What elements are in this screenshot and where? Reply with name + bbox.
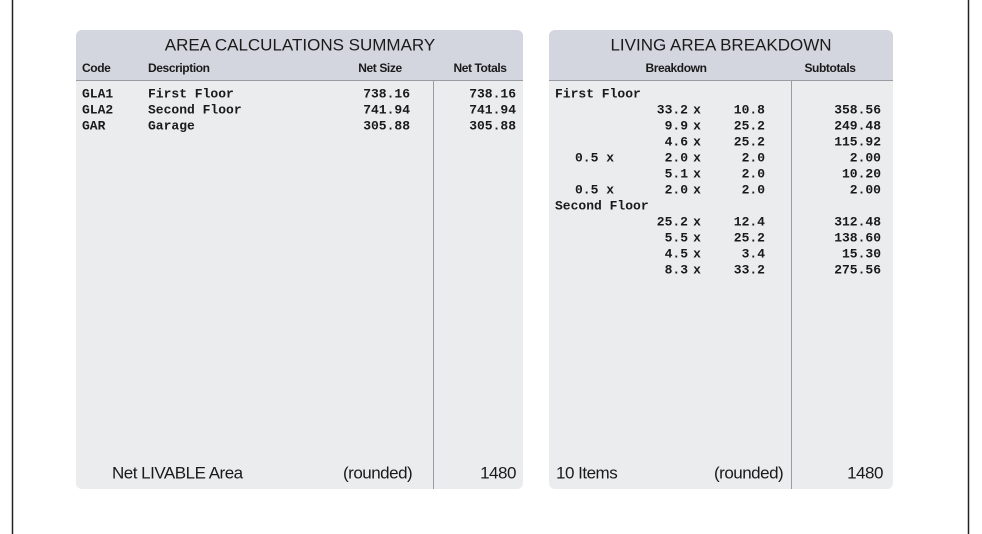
footer-label: Net LIVABLE Area (112, 463, 244, 482)
panel-bg (549, 30, 893, 489)
dimension-b: 10.8 (734, 102, 765, 117)
factor: 0.5 x (575, 150, 614, 165)
subtotal: 358.56 (834, 102, 881, 117)
breakdown-title: LIVING AREA BREAKDOWN (610, 35, 831, 54)
subtotal: 275.56 (834, 262, 881, 277)
subtotal: 2.00 (850, 182, 881, 197)
subtotal: 15.30 (842, 246, 881, 261)
dimension-a: 5.1 (665, 166, 689, 181)
dimension-a: 25.2 (657, 214, 688, 229)
dimension-b: 3.4 (742, 246, 766, 261)
footer-count: 10 Items (556, 463, 617, 482)
dimension-a: 8.3 (665, 262, 689, 277)
operator: x (693, 118, 701, 133)
code: GLA2 (82, 102, 113, 117)
dimension-b: 25.2 (734, 230, 765, 245)
description: First Floor (148, 86, 234, 101)
column-header: Code (82, 61, 111, 75)
footer-total: 1480 (480, 463, 516, 482)
panel-header (549, 30, 893, 80)
dimension-a: 2.0 (665, 150, 689, 165)
subtotal: 138.60 (834, 230, 881, 245)
net-size: 741.94 (363, 102, 410, 117)
code: GAR (82, 118, 106, 133)
subtotal: 2.00 (850, 150, 881, 165)
dimension-a: 33.2 (657, 102, 688, 117)
column-header: Breakdown (645, 61, 706, 75)
subtotal: 312.48 (834, 214, 881, 229)
subtotal: 10.20 (842, 166, 881, 181)
column-header: Net Size (358, 61, 402, 75)
dimension-b: 2.0 (742, 166, 766, 181)
net-total: 738.16 (469, 86, 516, 101)
net-total: 741.94 (469, 102, 516, 117)
dimension-a: 4.5 (665, 246, 689, 261)
footer-note: (rounded) (343, 463, 412, 482)
operator: x (693, 246, 701, 261)
code: GLA1 (82, 86, 113, 101)
net-total: 305.88 (469, 118, 516, 133)
net-size: 738.16 (363, 86, 410, 101)
description: Garage (148, 118, 195, 133)
description: Second Floor (148, 102, 242, 117)
summary-panel: AREA CALCULATIONS SUMMARY Code Descripti… (76, 30, 523, 489)
footer-note: (rounded) (714, 463, 783, 482)
dimension-b: 12.4 (734, 214, 765, 229)
operator: x (693, 214, 701, 229)
dimension-b: 2.0 (742, 182, 766, 197)
dimension-a: 2.0 (665, 182, 689, 197)
footer-total: 1480 (847, 463, 883, 482)
factor: 0.5 x (575, 182, 614, 197)
dimension-b: 2.0 (742, 150, 766, 165)
section-label: First Floor (555, 86, 641, 101)
column-header: Subtotals (804, 61, 856, 75)
subtotal: 249.48 (834, 118, 881, 133)
operator: x (693, 230, 701, 245)
operator: x (693, 102, 701, 117)
operator: x (693, 150, 701, 165)
operator: x (693, 262, 701, 277)
subtotal: 115.92 (834, 134, 881, 149)
dimension-b: 25.2 (734, 134, 765, 149)
summary-title: AREA CALCULATIONS SUMMARY (165, 35, 436, 54)
panel-header (76, 30, 523, 80)
column-header: Net Totals (453, 61, 507, 75)
dimension-b: 25.2 (734, 118, 765, 133)
dimension-a: 5.5 (665, 230, 689, 245)
net-size: 305.88 (363, 118, 410, 133)
operator: x (693, 182, 701, 197)
panel-bg (76, 30, 523, 489)
breakdown-panel: LIVING AREA BREAKDOWN Breakdown Subtotal… (549, 30, 893, 489)
column-header: Description (148, 61, 210, 75)
section-label: Second Floor (555, 198, 649, 213)
operator: x (693, 166, 701, 181)
operator: x (693, 134, 701, 149)
dimension-b: 33.2 (734, 262, 765, 277)
dimension-a: 9.9 (665, 118, 689, 133)
dimension-a: 4.6 (665, 134, 689, 149)
